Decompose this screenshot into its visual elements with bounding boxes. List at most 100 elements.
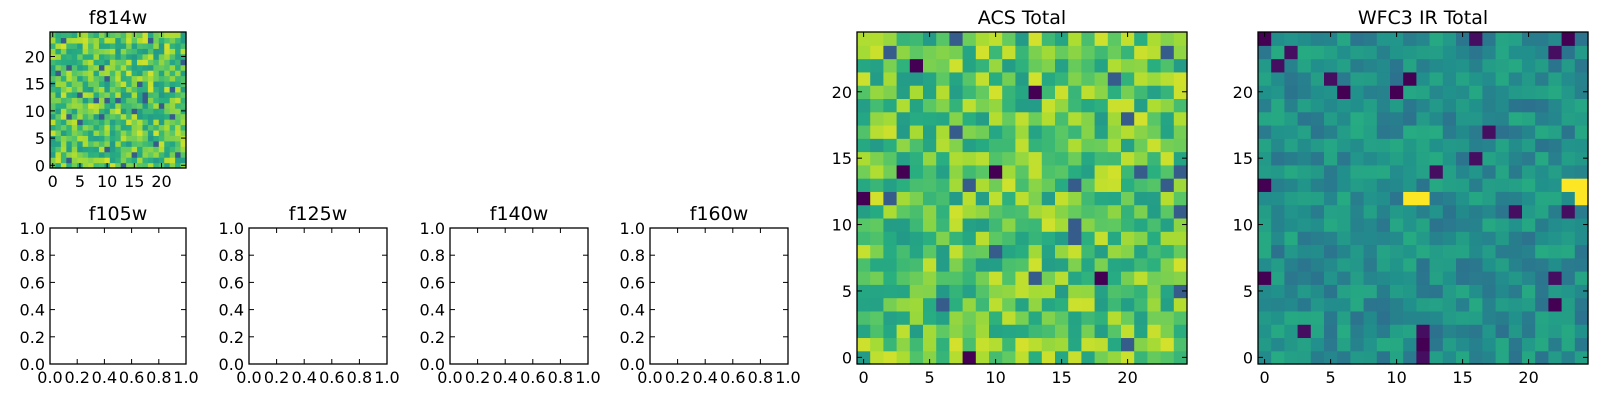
acs-total-cell xyxy=(870,191,884,206)
wfc3-ir-total-cell xyxy=(1363,178,1378,192)
acs-total-cell xyxy=(1015,244,1030,259)
acs-total-xtick-label: 10 xyxy=(985,368,1005,387)
acs-total-cell xyxy=(1173,297,1188,312)
f814w-cell xyxy=(55,64,62,71)
acs-total-cell xyxy=(857,45,871,60)
wfc3-ir-total-cell xyxy=(1508,111,1523,126)
wfc3-ir-total-cell xyxy=(1561,151,1576,166)
wfc3-ir-total-cell xyxy=(1363,32,1378,46)
acs-total-cell xyxy=(949,58,964,73)
wfc3-ir-total-cell xyxy=(1390,32,1404,46)
f814w-cell xyxy=(180,86,187,93)
acs-total-cell xyxy=(923,297,937,312)
wfc3-ir-total-cell xyxy=(1271,257,1285,272)
acs-total-cell xyxy=(896,257,911,272)
acs-total-cell xyxy=(1055,284,1069,299)
wfc3-ir-total-cell xyxy=(1284,284,1299,299)
wfc3-ir-total-cell xyxy=(1337,151,1351,166)
wfc3-ir-total-cell xyxy=(1535,350,1549,365)
wfc3-ir-total-cell xyxy=(1403,45,1417,60)
f814w-cell xyxy=(82,48,89,55)
acs-total-cell xyxy=(883,151,898,166)
wfc3-ir-total-cell xyxy=(1442,58,1457,73)
acs-total-cell xyxy=(870,217,884,232)
wfc3-ir-total-cell xyxy=(1297,324,1312,339)
f814w-cell xyxy=(82,162,89,169)
wfc3-ir-total-cell xyxy=(1429,244,1444,259)
acs-total-cell xyxy=(909,124,924,139)
acs-total-cell xyxy=(1081,350,1096,365)
wfc3-ir-total-cell xyxy=(1416,111,1431,126)
f814w-cell xyxy=(153,86,160,93)
f814w-cell xyxy=(98,53,105,60)
f814w-cell xyxy=(164,42,171,49)
acs-total-ytick-label: 5 xyxy=(842,282,852,301)
wfc3-ir-total-cell xyxy=(1482,98,1497,113)
wfc3-ir-total-cell xyxy=(1495,204,1510,219)
wfc3-ir-total-cell xyxy=(1495,85,1510,99)
wfc3-ir-total-cell xyxy=(1535,71,1549,86)
f814w-cell xyxy=(77,151,84,158)
acs-total-cell xyxy=(1147,58,1162,73)
wfc3-ir-total-cell xyxy=(1548,45,1563,60)
acs-total-cell xyxy=(1055,244,1069,259)
acs-total-cell xyxy=(1160,151,1175,166)
acs-total-cell xyxy=(1015,85,1030,99)
wfc3-ir-total-cell xyxy=(1574,71,1589,86)
acs-total-cell xyxy=(962,138,977,153)
f814w-cell xyxy=(98,102,105,109)
f814w-cell xyxy=(158,42,165,49)
f814w-cell xyxy=(66,157,73,164)
f814w-cell xyxy=(77,37,84,44)
wfc3-ir-total-cell xyxy=(1416,324,1431,339)
acs-total-cell xyxy=(1107,111,1122,126)
acs-total-cell xyxy=(962,124,977,139)
f140w-ytick-label: 0.6 xyxy=(420,273,445,292)
acs-total-cell xyxy=(1055,191,1069,206)
acs-total-cell xyxy=(989,32,1003,46)
f814w-cell xyxy=(50,48,57,55)
wfc3-ir-total-cell xyxy=(1508,71,1523,86)
wfc3-ir-total-cell xyxy=(1297,310,1312,325)
acs-total-cell xyxy=(1002,178,1016,192)
acs-total-cell xyxy=(896,124,911,139)
f814w-cell xyxy=(60,59,67,66)
f814w-cell xyxy=(147,64,154,71)
acs-total-cell xyxy=(989,284,1003,299)
wfc3-ir-total-cell xyxy=(1337,164,1351,179)
wfc3-ir-total-cell xyxy=(1495,98,1510,113)
f814w-cell xyxy=(180,140,187,147)
acs-total-cell xyxy=(1055,297,1069,312)
f814w-cell xyxy=(98,48,105,55)
acs-total-cell xyxy=(1160,257,1175,272)
wfc3-ir-total-cell xyxy=(1456,337,1470,352)
acs-total-cell xyxy=(949,124,964,139)
wfc3-ir-total-cell xyxy=(1258,350,1272,365)
acs-total-cell xyxy=(1121,32,1135,46)
wfc3-ir-total-cell xyxy=(1508,85,1523,99)
acs-total-cell xyxy=(1121,310,1135,325)
wfc3-ir-total-cell xyxy=(1258,58,1272,73)
wfc3-ir-total-cell xyxy=(1561,138,1576,153)
acs-total-cell xyxy=(962,32,977,46)
wfc3-ir-total-cell xyxy=(1574,45,1589,60)
acs-total-cell xyxy=(1134,124,1148,139)
wfc3-ir-total-cell xyxy=(1429,178,1444,192)
f814w-cell xyxy=(82,102,89,109)
wfc3-ir-total-cell xyxy=(1337,178,1351,192)
acs-total-cell xyxy=(975,191,990,206)
wfc3-ir-total-cell xyxy=(1442,151,1457,166)
acs-total-cell xyxy=(1173,337,1188,352)
wfc3-ir-total-cell xyxy=(1403,244,1417,259)
acs-total-cell xyxy=(962,164,977,179)
acs-total-cell xyxy=(1041,297,1056,312)
acs-total-cell xyxy=(1041,151,1056,166)
f814w-cell xyxy=(50,129,57,136)
f814w-cell xyxy=(109,86,116,93)
acs-total-cell xyxy=(1041,138,1056,153)
wfc3-ir-total-cell xyxy=(1271,310,1285,325)
wfc3-ir-total-cell xyxy=(1548,138,1563,153)
acs-total-cell xyxy=(1173,111,1188,126)
acs-total-cell xyxy=(870,350,884,365)
f814w-cell xyxy=(169,102,176,109)
